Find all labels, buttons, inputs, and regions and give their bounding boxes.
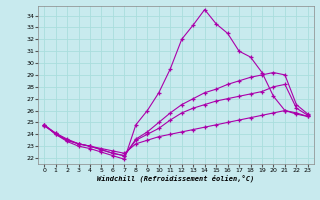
- X-axis label: Windchill (Refroidissement éolien,°C): Windchill (Refroidissement éolien,°C): [97, 175, 255, 182]
